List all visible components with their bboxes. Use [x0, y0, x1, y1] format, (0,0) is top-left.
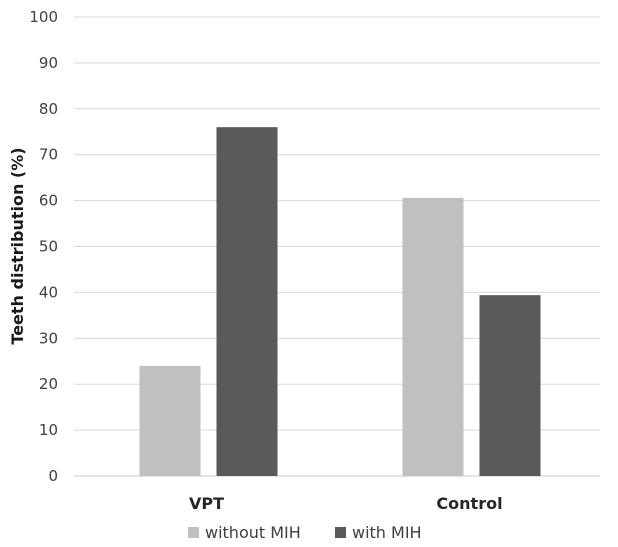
- x-category-label: VPT: [189, 494, 224, 513]
- y-tick-label: 60: [39, 192, 58, 210]
- y-tick-label: 70: [39, 146, 58, 164]
- y-tick-label: 80: [39, 100, 58, 118]
- bar-without-mih-control: [402, 197, 464, 476]
- bar-with-mih-vpt: [216, 127, 278, 476]
- y-axis-title: Teeth distribution (%): [8, 147, 27, 344]
- y-tick-label: 100: [29, 8, 58, 26]
- y-tick-label: 40: [39, 283, 58, 301]
- legend: without MIH with MIH: [188, 523, 422, 542]
- legend-swatch: [335, 527, 346, 538]
- legend-swatch: [188, 527, 199, 538]
- legend-label: with MIH: [352, 523, 422, 542]
- legend-label: without MIH: [205, 523, 301, 542]
- bars: [139, 127, 541, 476]
- bar-with-mih-control: [479, 295, 541, 476]
- y-axis-ticks: 0 10 20 30 40 50 60 70 80 90 100: [29, 8, 58, 485]
- y-tick-label: 30: [39, 329, 58, 347]
- y-tick-label: 10: [39, 421, 58, 439]
- x-category-label: Control: [436, 494, 502, 513]
- x-axis-categories: VPT Control: [189, 494, 503, 513]
- y-tick-label: 0: [48, 467, 58, 485]
- y-tick-label: 50: [39, 238, 58, 256]
- y-tick-label: 90: [39, 54, 58, 72]
- bar-without-mih-vpt: [139, 365, 201, 476]
- y-tick-label: 20: [39, 375, 58, 393]
